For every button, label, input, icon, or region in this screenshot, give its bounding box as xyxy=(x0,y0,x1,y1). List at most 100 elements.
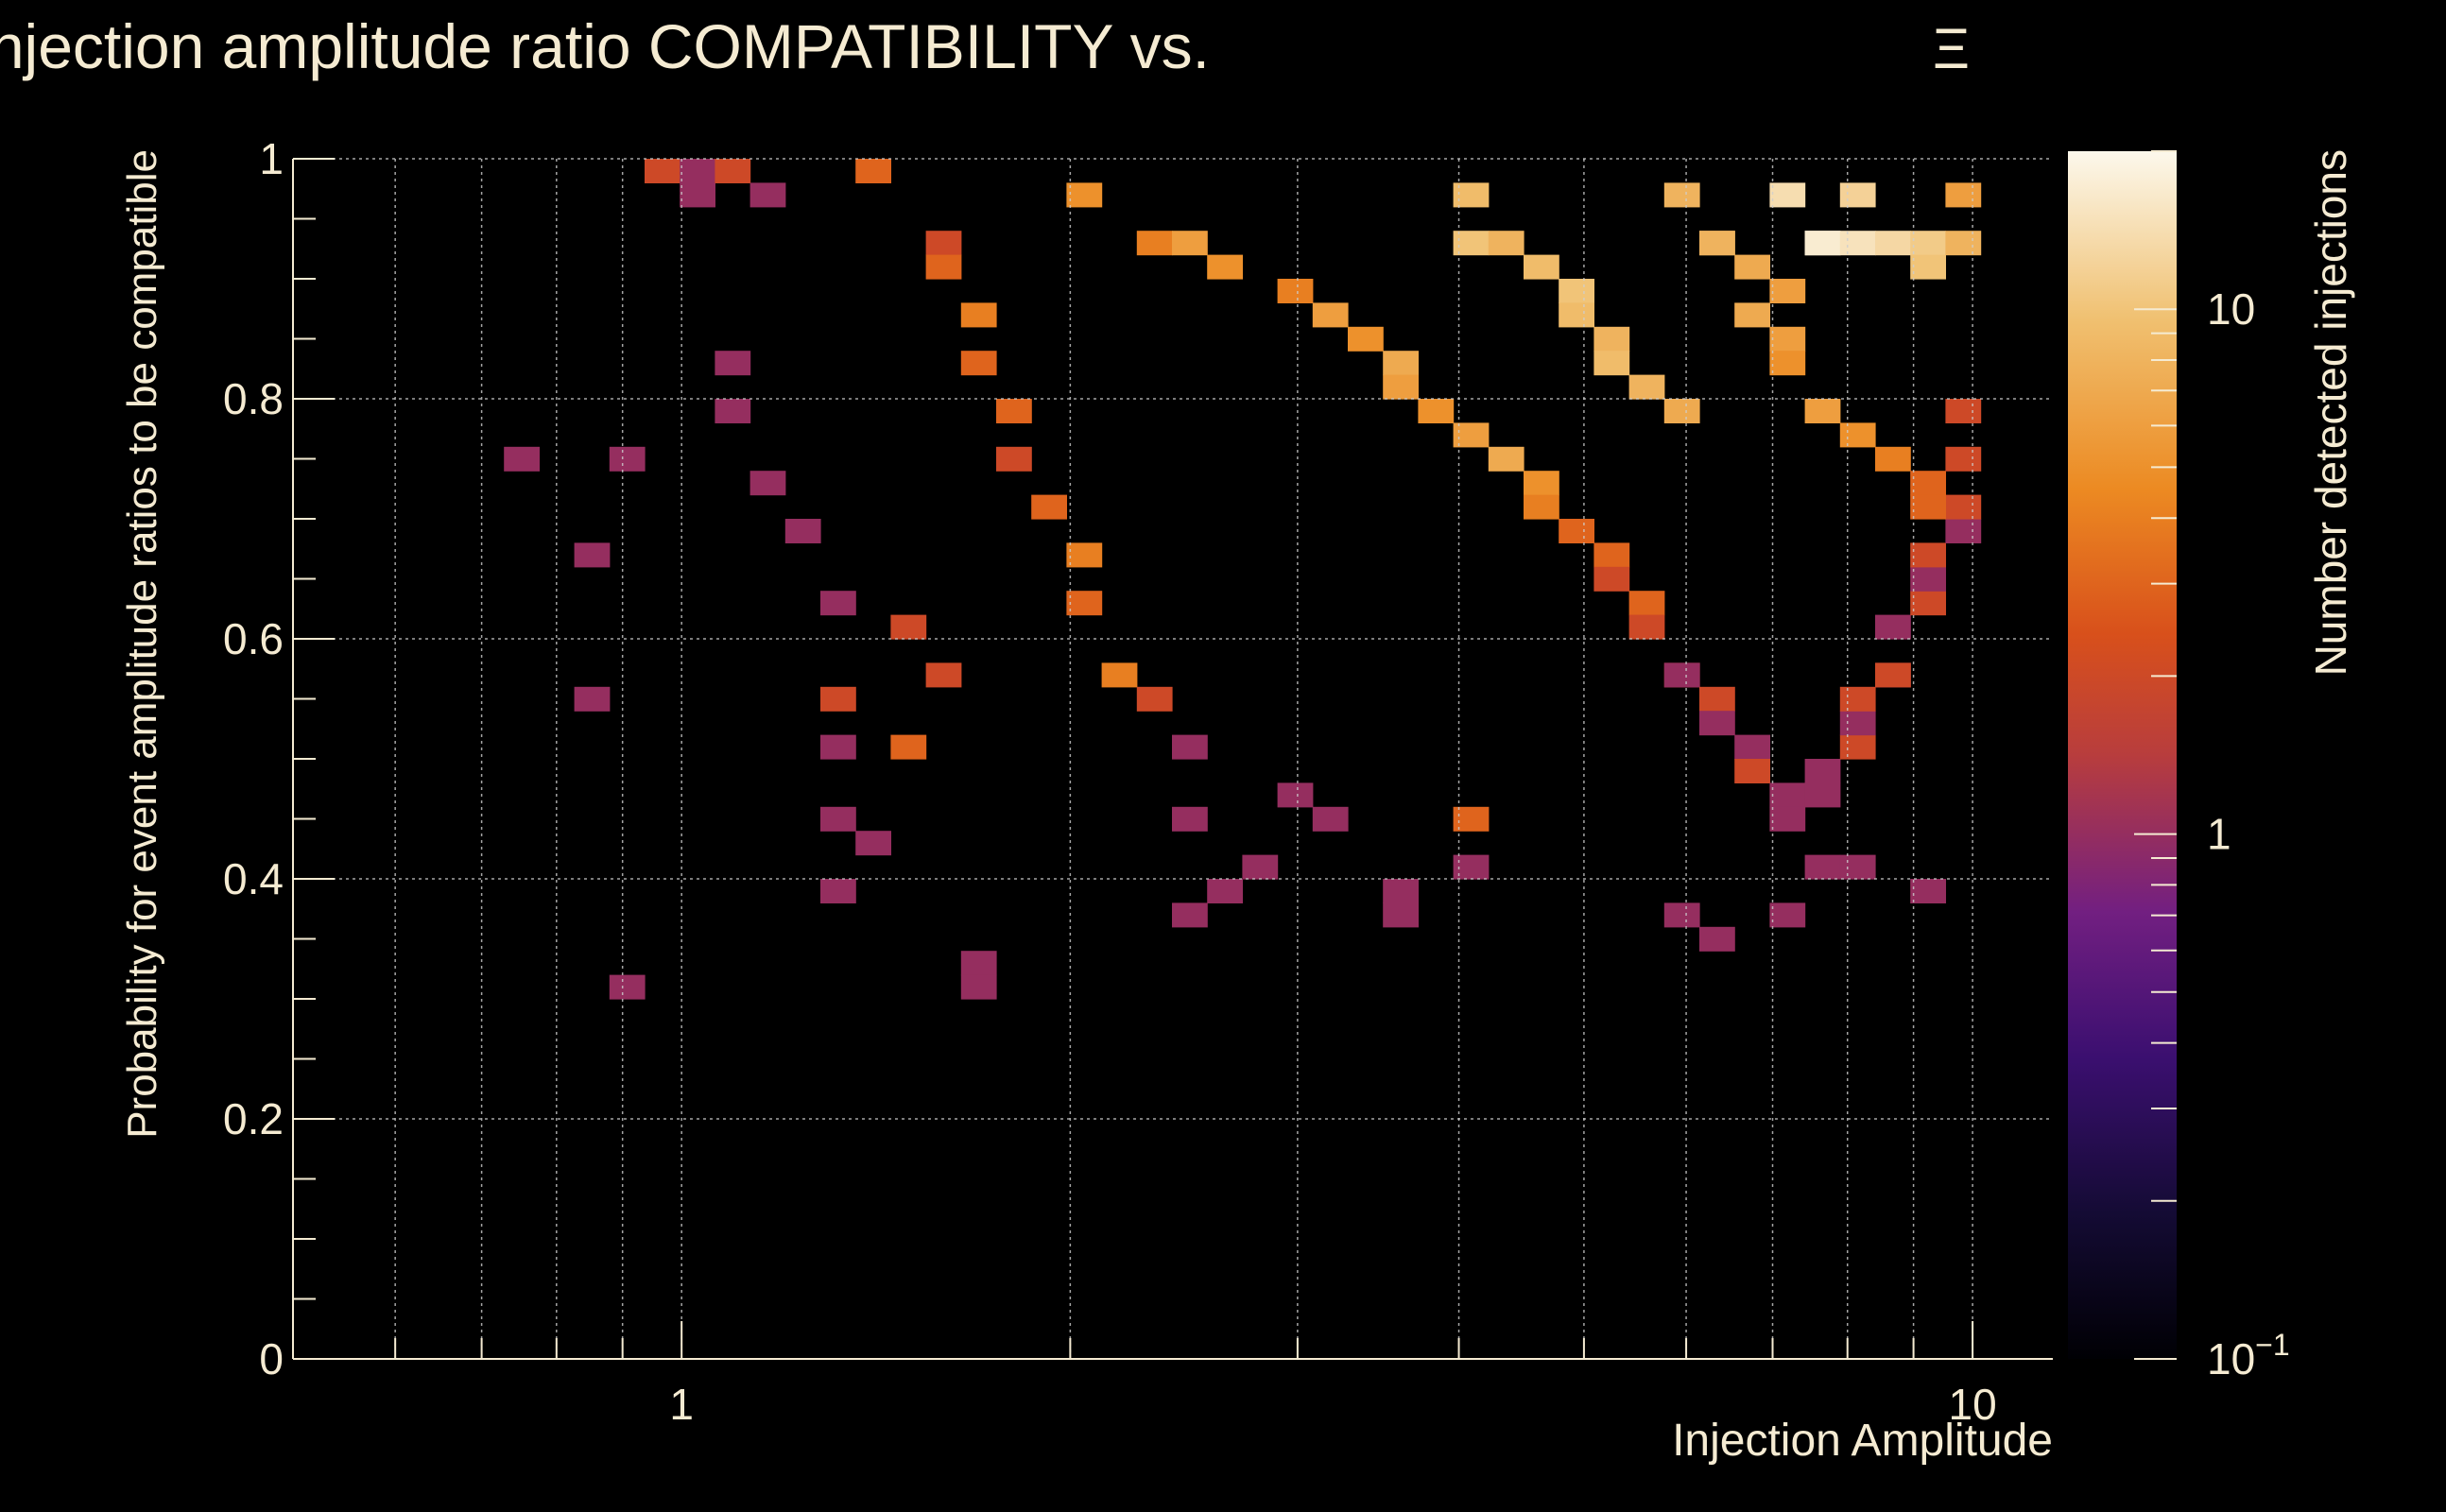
y-tick-label: 0.8 xyxy=(223,374,284,423)
heatmap-cell xyxy=(1945,231,1982,256)
heatmap-cell xyxy=(1769,279,1806,303)
heatmap-cell xyxy=(1488,231,1524,256)
chart-title-symbol: Ξ xyxy=(1933,17,1970,80)
heatmap-cell xyxy=(1839,734,1876,760)
heatmap-cell xyxy=(1383,879,1419,903)
heatmap-cell xyxy=(1136,231,1173,256)
heatmap-cell xyxy=(1804,759,1841,783)
heatmap-cell xyxy=(1734,302,1770,328)
heatmap-cell xyxy=(820,686,856,712)
heatmap-cell xyxy=(1663,902,1700,928)
heatmap-cell xyxy=(1875,614,1911,640)
colorbar-tick-label: 10 xyxy=(2207,284,2255,334)
heatmap-cell xyxy=(1769,782,1806,808)
y-tick-label: 0.2 xyxy=(223,1094,284,1143)
heatmap-cell xyxy=(890,614,927,640)
heatmap-cell xyxy=(645,159,680,183)
heatmap-cell xyxy=(1839,686,1876,712)
x-axis-label: Injection Amplitude xyxy=(1672,1416,2053,1466)
heatmap-cell xyxy=(574,686,611,712)
heatmap-cell xyxy=(1031,494,1067,520)
heatmap-cell xyxy=(1910,566,1946,592)
heatmap-cell xyxy=(1593,326,1630,352)
heatmap-cell xyxy=(820,806,856,832)
heatmap-cell xyxy=(1101,662,1138,688)
chart-title: Injection amplitude ratio COMPATIBILITY … xyxy=(0,11,1210,81)
grid-lines xyxy=(293,158,2051,1360)
heatmap-cell xyxy=(1945,399,1982,423)
heatmap-cell xyxy=(715,399,751,423)
heatmap-cell xyxy=(1207,879,1243,903)
heatmap-cell xyxy=(1875,231,1911,256)
heatmap-cell xyxy=(1628,614,1665,640)
heatmap-cell xyxy=(1383,351,1419,376)
heatmap-cell xyxy=(1910,879,1946,903)
heatmap-cell xyxy=(1383,902,1419,928)
heatmap-cell xyxy=(1066,591,1103,616)
heatmap-cell xyxy=(1628,591,1665,616)
heatmap-cell xyxy=(574,542,611,568)
heatmap-cell xyxy=(996,399,1032,423)
heatmap-cell xyxy=(1663,182,1700,208)
heatmap-cell xyxy=(1559,302,1594,328)
heatmap-cell xyxy=(1488,446,1524,472)
heatmap-cell xyxy=(1910,231,1946,256)
heatmap-cells xyxy=(504,159,1982,1000)
heatmap-cell xyxy=(1172,902,1208,928)
heatmap-cell xyxy=(1066,182,1103,208)
y-tick-label: 0 xyxy=(259,1334,284,1383)
heatmap-cell xyxy=(609,974,646,1000)
heatmap-cell xyxy=(1839,231,1876,256)
heatmap-cell xyxy=(1699,926,1735,952)
heatmap-cell xyxy=(749,182,786,208)
heatmap-cell xyxy=(715,159,751,183)
y-tick-label: 0.4 xyxy=(223,854,284,903)
heatmap-cell xyxy=(1875,662,1911,688)
heatmap-cell xyxy=(925,254,962,280)
heatmap-cell xyxy=(855,831,891,856)
heatmap-cell xyxy=(1593,566,1630,592)
heatmap-cell xyxy=(1945,494,1982,520)
heatmap-cell xyxy=(1383,374,1419,400)
heatmap-cell xyxy=(925,662,962,688)
colorbar-tick-label: 10−1 xyxy=(2207,1328,2290,1383)
heatmap-cell xyxy=(1663,662,1700,688)
heatmap-cell xyxy=(960,302,997,328)
heatmap-cell xyxy=(680,159,715,183)
heatmap-cell xyxy=(1418,399,1455,423)
heatmap-cell xyxy=(1734,734,1770,760)
heatmap-cell xyxy=(1769,902,1806,928)
heatmap-cell xyxy=(1804,854,1841,880)
heatmap-cell xyxy=(1172,231,1208,256)
heatmap-cell xyxy=(1910,494,1946,520)
colorbar-gradient xyxy=(2068,151,2177,1359)
heatmap-cell xyxy=(1593,542,1630,568)
heatmap-cell xyxy=(960,974,997,1000)
heatmap-cell xyxy=(890,734,927,760)
heatmap-cell xyxy=(1804,399,1841,423)
heatmap-cell xyxy=(1734,759,1770,783)
heatmap-cell xyxy=(609,446,646,472)
heatmap-cell xyxy=(1312,302,1349,328)
heatmap-cell xyxy=(1524,254,1559,280)
colorbar-tick-label: 1 xyxy=(2207,810,2231,859)
y-axis-label: Probability for event amplitude ratios t… xyxy=(119,149,165,1139)
heatmap-cell xyxy=(1910,254,1946,280)
colorbar-label: Number detected injections xyxy=(2306,149,2355,676)
x-tick-label: 10 xyxy=(1949,1380,1997,1429)
heatmap-cell xyxy=(1839,422,1876,448)
heatmap-cell xyxy=(1593,351,1630,376)
heatmap-cell xyxy=(1769,182,1806,208)
heatmap-cell xyxy=(855,159,891,183)
heatmap-cell xyxy=(1804,782,1841,808)
heatmap-cell xyxy=(820,591,856,616)
heatmap-cell xyxy=(1769,326,1806,352)
heatmap-cell xyxy=(1277,782,1314,808)
heatmap-cell xyxy=(1910,471,1946,496)
heatmap-cell xyxy=(715,351,751,376)
heatmap-cell xyxy=(960,951,997,976)
heatmap-cell xyxy=(1312,806,1349,832)
heatmap-cell xyxy=(1453,231,1490,256)
heatmap-cell xyxy=(1277,279,1314,303)
